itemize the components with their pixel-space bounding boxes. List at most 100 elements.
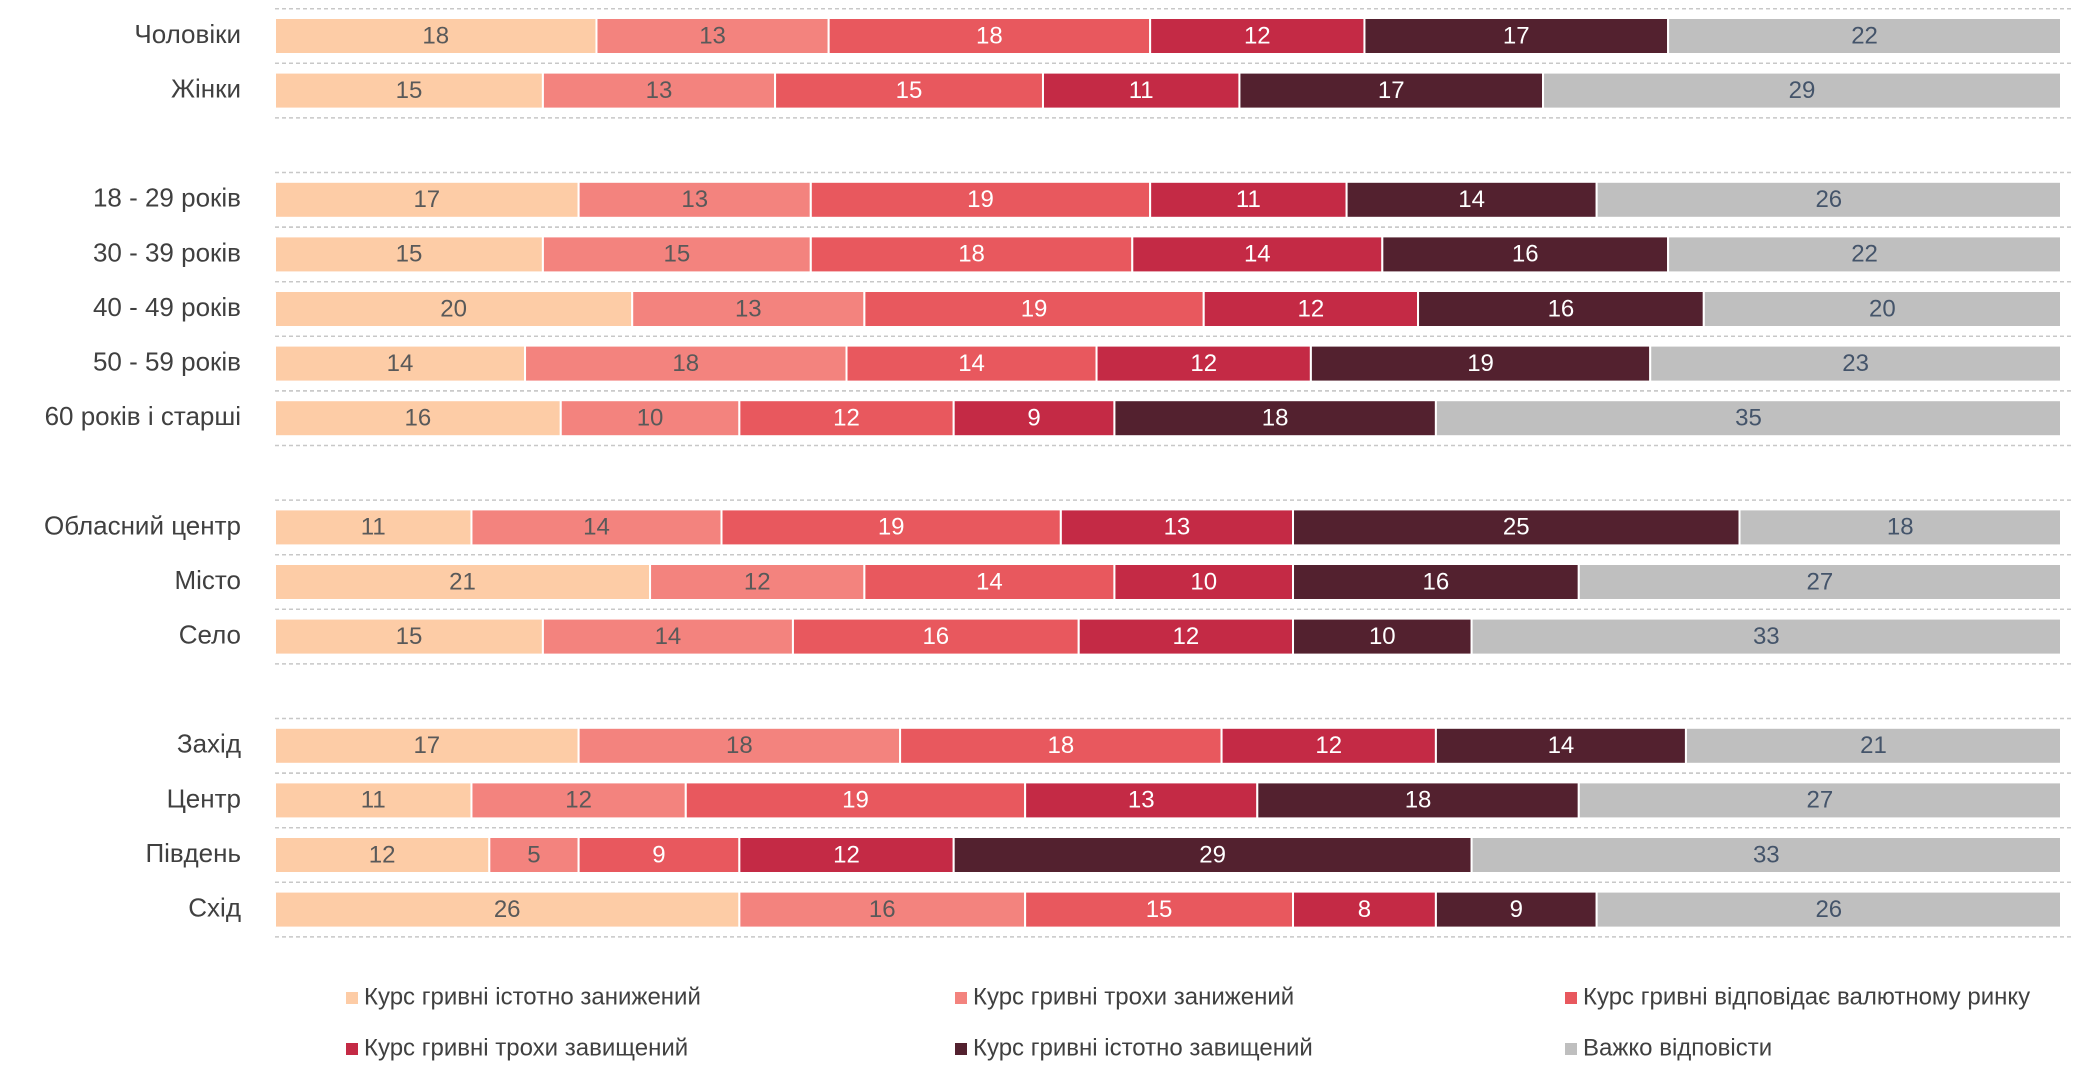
bar-segment [1667,235,2062,274]
legend-swatch [1565,992,1577,1004]
bar-segment [863,290,1205,328]
data-label: 12 [565,787,592,814]
bar-segment [274,290,634,328]
bar-segment [1577,781,2063,820]
category-label: Схід [188,892,241,922]
data-label: 5 [527,841,540,868]
legend-label: Важко відповісти [1583,1034,1772,1061]
data-label: 19 [842,787,869,814]
data-label: 14 [1548,732,1575,759]
data-label: 12 [833,841,860,868]
bar-segment [1738,508,2063,547]
bar-segment [684,781,1027,820]
data-label: 13 [1164,514,1191,541]
bar-segment [1434,890,1598,929]
legend-label: Курс гривні трохи занижений [973,983,1294,1010]
data-label: 18 [1405,787,1432,814]
data-label: 21 [449,568,476,595]
data-label: 9 [1027,405,1040,432]
bar-segment [1542,71,2063,110]
bar-segment [470,781,687,820]
bar-segment [1684,726,2062,765]
bar-segment [738,890,1027,929]
bar-segment [1363,17,1670,55]
data-label: 10 [1369,623,1396,650]
category-label: 30 - 39 років [93,237,241,267]
data-label: 14 [1458,186,1485,213]
legend-swatch [1565,1043,1577,1055]
data-label: 27 [1807,568,1834,595]
legend-label: Курс гривні істотно занижений [364,983,701,1010]
bar-segment [1577,563,2063,601]
bar-segment [274,399,562,438]
data-label: 11 [361,514,386,541]
bar-segment [952,836,1473,874]
bar-segment [1041,71,1241,110]
data-label: 17 [1503,22,1530,49]
bar-segment [1649,344,2062,383]
bar-segment [274,17,598,55]
bar-segment [863,563,1116,601]
data-label: 26 [494,896,521,923]
bar-segment [541,235,812,274]
legend-label: Курс гривні трохи завищений [364,1034,688,1061]
bar-segment [1292,890,1437,929]
bar-segment [1024,781,1259,820]
data-label: 12 [1244,22,1271,49]
bar-segment [1667,17,2062,55]
data-label: 10 [1190,568,1217,595]
legend-label: Курс гривні істотно завищений [973,1034,1313,1061]
data-label: 21 [1860,732,1887,759]
data-label: 13 [681,186,708,213]
bar-segment [274,71,544,110]
bar-segment [1113,563,1295,601]
bar-segment [649,563,866,601]
bar-segment [1595,890,2062,929]
bar-segment [1292,617,1473,656]
category-label: Захід [177,729,241,759]
data-label: 29 [1199,841,1226,868]
data-label: 18 [422,22,449,49]
bar-segment [1702,290,2063,328]
data-label: 16 [922,623,949,650]
data-label: 20 [1869,295,1896,322]
data-label: 9 [1510,896,1523,923]
bar-segment [470,508,723,547]
bar-segment [274,344,527,383]
data-label: 14 [655,623,682,650]
data-label: 16 [869,896,896,923]
legend-label: Курс гривні відповідає валютному ринку [1583,983,2030,1010]
data-label: 8 [1358,896,1371,923]
data-label: 15 [896,77,923,104]
bar-segment [1149,17,1366,55]
data-label: 13 [1128,787,1155,814]
data-label: 18 [976,22,1003,49]
category-label: 40 - 49 років [93,292,241,322]
data-label: 9 [652,841,665,868]
bar-segment [899,726,1223,765]
bar-segment [1113,399,1437,438]
data-label: 12 [1190,350,1217,377]
data-label: 26 [1815,896,1842,923]
bar-segment [274,617,544,656]
bar-segment [1202,290,1420,328]
bar-segment [1077,617,1295,656]
bar-segment [541,617,794,656]
bar-segment [595,17,830,55]
data-label: 22 [1851,241,1878,268]
category-label: Місто [174,565,241,595]
bar-segment [1131,235,1384,274]
bar-segment [1470,836,2062,874]
data-label: 18 [1887,514,1914,541]
legend-swatch [955,992,967,1004]
legend-swatch [346,1043,358,1055]
category-label: 60 років і старші [45,401,241,431]
data-label: 15 [663,241,690,268]
bar-segment [577,180,812,219]
data-label: 23 [1842,350,1869,377]
bar-segment [577,836,741,874]
data-label: 20 [440,295,467,322]
data-label: 13 [646,77,673,104]
data-label: 14 [976,568,1003,595]
data-label: 16 [1512,241,1539,268]
